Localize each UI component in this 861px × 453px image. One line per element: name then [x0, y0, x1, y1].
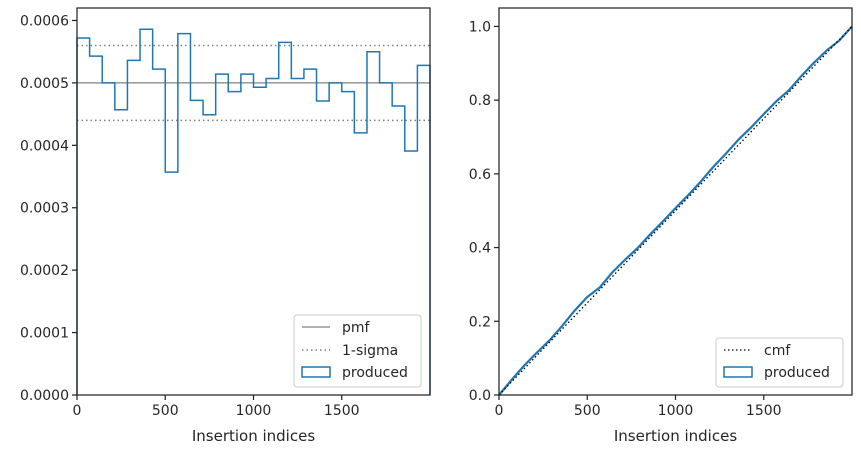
x-axis-label: Insertion indices: [614, 427, 737, 445]
legend: pmf 1-sigma produced: [293, 314, 422, 388]
x-tick-label: 500: [152, 403, 179, 419]
y-tick-label: 0.6: [469, 167, 491, 183]
axes: 0 500 1000 1500 0.0 0.2 0.4 0.6 0.8 1.0: [469, 7, 853, 419]
y-tick-label: 0.0004: [20, 138, 69, 154]
legend-sigma-label: 1-sigma: [342, 343, 398, 359]
legend: cmf produced: [715, 337, 844, 388]
y-tick-label: 0.0: [469, 388, 491, 404]
x-axis-label: Insertion indices: [192, 427, 315, 445]
legend-pmf-label: pmf: [342, 320, 371, 336]
y-tick-label: 0.0003: [20, 201, 69, 217]
y-tick-label: 0.0001: [20, 326, 69, 342]
cmf-line: [498, 25, 853, 396]
x-tick-label: 1500: [324, 403, 360, 419]
y-tick-label: 1.0: [469, 19, 491, 35]
x-tick-label: 500: [574, 403, 601, 419]
x-tick-label: 0: [73, 403, 82, 419]
legend-produced-swatch: [723, 366, 753, 378]
legend-produced-label: produced: [764, 365, 830, 381]
legend-cmf-label: cmf: [764, 343, 791, 359]
histogram-series: [76, 28, 431, 395]
produced-step-line: [76, 28, 431, 395]
x-tick-label: 1000: [658, 403, 694, 419]
legend-produced-label: produced: [342, 365, 408, 381]
legend-produced-swatch: [301, 366, 331, 378]
x-tick-label: 1500: [746, 403, 782, 419]
cumulative-panel: 0 500 1000 1500 0.0 0.2 0.4 0.6 0.8 1.0 Insertion…: [469, 7, 853, 445]
y-tick-label: 0.0000: [20, 388, 69, 404]
y-tick-label: 0.0002: [20, 263, 69, 279]
histogram-panel: 0 500 1000 1500 0.0000 0.0001 0.0002 0.0003 0.00…: [20, 7, 431, 445]
produced-cumulative-line: [498, 25, 853, 396]
x-tick-label: 0: [495, 403, 504, 419]
y-tick-label: 0.4: [469, 241, 491, 257]
y-tick-label: 0.2: [469, 314, 491, 330]
legend-frame: [715, 337, 844, 388]
axes: 0 500 1000 1500 0.0000 0.0001 0.0002 0.0003 0.00…: [20, 7, 431, 419]
y-tick-label: 0.8: [469, 93, 491, 109]
x-tick-label: 1000: [236, 403, 272, 419]
y-tick-label: 0.0006: [20, 13, 69, 29]
legend-frame: [293, 314, 422, 388]
y-tick-label: 0.0005: [20, 76, 69, 92]
cumulative-series: [498, 25, 853, 396]
